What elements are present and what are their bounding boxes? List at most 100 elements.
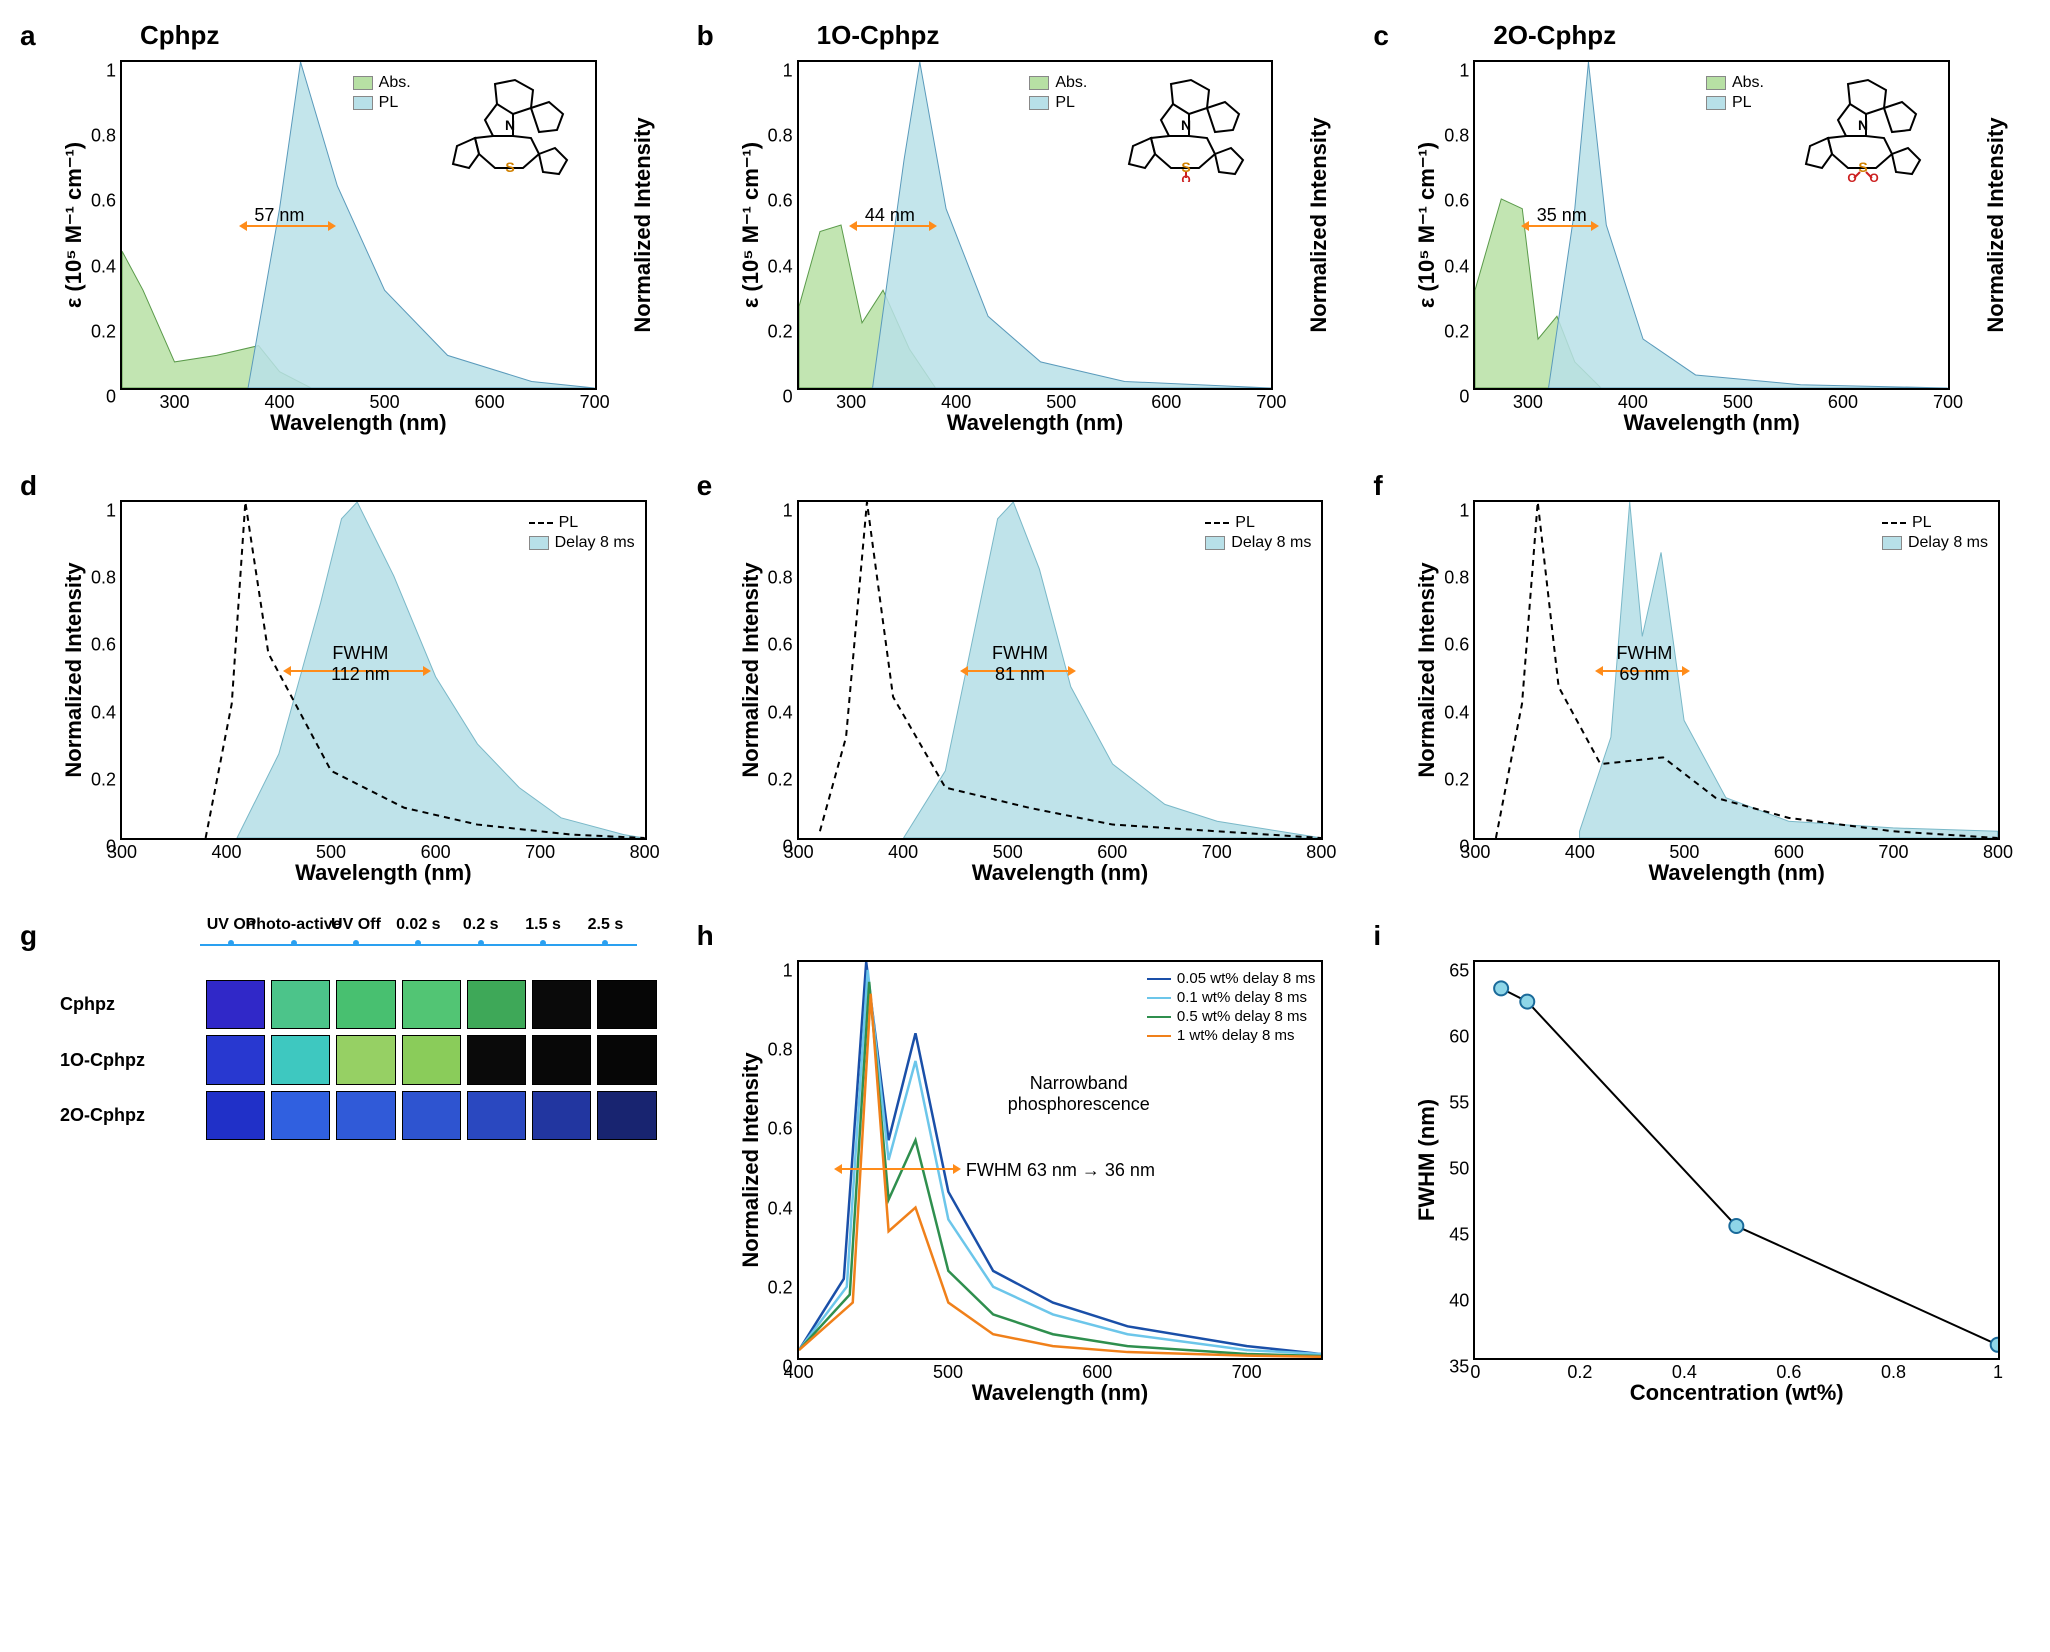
plot-h-annot-narrowband: Narrowbandphosphorescence	[1008, 1073, 1150, 1115]
panel-f-label: f	[1373, 470, 1382, 502]
panel-d-label: d	[20, 470, 37, 502]
plot-e: Normalized Intensity Wavelength (nm) PL …	[797, 500, 1324, 840]
legend-pl-label: PL	[379, 94, 399, 112]
panel-a-title: Cphpz	[140, 20, 219, 51]
plot-c-ylabel-left: ε (10⁵ M⁻¹ cm⁻¹)	[1414, 142, 1440, 308]
pl-swatch	[1029, 96, 1049, 110]
g-timeline: UV OnPhoto-activeUV Off0.02 s0.2 s1.5 s2…	[200, 944, 637, 974]
legend-delay-label: Delay 8 ms	[555, 534, 635, 552]
plot-f: Normalized Intensity Wavelength (nm) PL …	[1473, 500, 2000, 840]
legend-item: Abs.	[1706, 74, 1764, 92]
plot-f-legend: PL Delay 8 ms	[1878, 508, 1992, 558]
legend-pl-label: PL	[1732, 94, 1752, 112]
legend-delay-label: Delay 8 ms	[1231, 534, 1311, 552]
svg-text:N: N	[1858, 117, 1868, 133]
figure-grid: a Cphpz ε (10⁵ M⁻¹ cm⁻¹) Normalized Inte…	[20, 20, 2030, 1440]
svg-text:N: N	[505, 117, 515, 133]
plot-h-ylabel: Normalized Intensity	[738, 1052, 764, 1267]
dash-swatch	[529, 522, 553, 524]
plot-b-ylabel-right: Normalized Intensity	[1306, 117, 1332, 332]
panel-a: a Cphpz ε (10⁵ M⁻¹ cm⁻¹) Normalized Inte…	[20, 20, 677, 460]
panel-b-label: b	[697, 20, 714, 52]
plot-e-fwhm-label: FWHM81 nm	[992, 643, 1048, 685]
plot-h-fwhm-range: FWHM 63 nm → 36 nm	[966, 1160, 1155, 1181]
plot-i-xlabel: Concentration (wt%)	[1630, 1380, 1844, 1406]
plot-a-ylabel-right: Normalized Intensity	[630, 117, 656, 332]
legend-pl-label: PL	[559, 514, 579, 532]
plot-e-xlabel: Wavelength (nm)	[972, 860, 1148, 886]
legend-item: PL	[1029, 94, 1087, 112]
plot-i-ylabel: FWHM (nm)	[1414, 1099, 1440, 1221]
abs-swatch	[353, 76, 373, 90]
legend-abs-label: Abs.	[1055, 74, 1087, 92]
plot-d-ylabel: Normalized Intensity	[61, 562, 87, 777]
legend-item: PL	[353, 94, 411, 112]
dash-swatch	[1205, 522, 1229, 524]
plot-f-xlabel: Wavelength (nm)	[1648, 860, 1824, 886]
panel-g-label: g	[20, 920, 37, 952]
panel-c-title: 2O-Cphpz	[1493, 20, 1616, 51]
plot-h: Normalized Intensity Wavelength (nm) 0.0…	[797, 960, 1324, 1360]
plot-c-xlabel: Wavelength (nm)	[1623, 410, 1799, 436]
plot-a-fwhm-annot: 57 nm	[254, 205, 304, 226]
plot-h-legend: 0.05 wt% delay 8 ms0.1 wt% delay 8 ms0.5…	[1147, 968, 1315, 1046]
panel-c: c 2O-Cphpz ε (10⁵ M⁻¹ cm⁻¹) Normalized I…	[1373, 20, 2030, 460]
plot-c: ε (10⁵ M⁻¹ cm⁻¹) Normalized Intensity Wa…	[1473, 60, 1950, 390]
panel-c-label: c	[1373, 20, 1389, 52]
plot-h-xlabel: Wavelength (nm)	[972, 1380, 1148, 1406]
plot-f-ylabel: Normalized Intensity	[1414, 562, 1440, 777]
plot-a-legend: Abs. PL	[349, 68, 415, 118]
pl-swatch	[1706, 96, 1726, 110]
plot-c-legend: Abs. PL	[1702, 68, 1768, 118]
legend-item: PL	[1706, 94, 1764, 112]
fwhm-arrow	[840, 1168, 955, 1170]
dash-swatch	[1882, 522, 1906, 524]
panel-a-label: a	[20, 20, 36, 52]
panel-e: e Normalized Intensity Wavelength (nm) P…	[697, 470, 1354, 910]
panel-i: i FWHM (nm) Concentration (wt%) 35404550…	[1373, 920, 2030, 1440]
plot-d: Normalized Intensity Wavelength (nm) PL …	[120, 500, 647, 840]
delay-swatch	[529, 536, 549, 550]
plot-a-ylabel-left: ε (10⁵ M⁻¹ cm⁻¹)	[61, 142, 87, 308]
plot-d-fwhm-label: FWHM112 nm	[331, 643, 390, 685]
legend-item: PL	[1882, 514, 1988, 532]
plot-b: ε (10⁵ M⁻¹ cm⁻¹) Normalized Intensity Wa…	[797, 60, 1274, 390]
panel-g: g UV OnPhoto-activeUV Off0.02 s0.2 s1.5 …	[20, 920, 677, 1440]
plot-d-xlabel: Wavelength (nm)	[295, 860, 471, 886]
legend-abs-label: Abs.	[379, 74, 411, 92]
plot-e-ylabel: Normalized Intensity	[738, 562, 764, 777]
svg-text:N: N	[1181, 117, 1191, 133]
delay-swatch	[1205, 536, 1225, 550]
legend-item: PL	[529, 514, 635, 532]
plot-b-fwhm-annot: 44 nm	[865, 205, 915, 226]
legend-pl-label: PL	[1055, 94, 1075, 112]
delay-swatch	[1882, 536, 1902, 550]
plot-b-legend: Abs. PL	[1025, 68, 1091, 118]
panel-h-label: h	[697, 920, 714, 952]
plot-c-ylabel-right: Normalized Intensity	[1983, 117, 2009, 332]
svg-text:S: S	[505, 159, 514, 175]
legend-item: Abs.	[1029, 74, 1087, 92]
plot-i-svg	[1475, 962, 1998, 1358]
pl-swatch	[353, 96, 373, 110]
mol-2o-cphpz-icon: NSOO	[1788, 72, 1938, 182]
plot-d-legend: PL Delay 8 ms	[525, 508, 639, 558]
plot-a: ε (10⁵ M⁻¹ cm⁻¹) Normalized Intensity Wa…	[120, 60, 597, 390]
plot-b-ylabel-left: ε (10⁵ M⁻¹ cm⁻¹)	[738, 142, 764, 308]
plot-a-xlabel: Wavelength (nm)	[270, 410, 446, 436]
g-grid: Cphpz1O-Cphpz2O-Cphpz	[60, 980, 657, 1140]
legend-abs-label: Abs.	[1732, 74, 1764, 92]
legend-delay-label: Delay 8 ms	[1908, 534, 1988, 552]
panel-d: d Normalized Intensity Wavelength (nm) P…	[20, 470, 677, 910]
plot-c-fwhm-annot: 35 nm	[1537, 205, 1587, 226]
abs-swatch	[1029, 76, 1049, 90]
legend-item: Abs.	[353, 74, 411, 92]
legend-item: Delay 8 ms	[529, 534, 635, 552]
legend-item: Delay 8 ms	[1882, 534, 1988, 552]
abs-swatch	[1706, 76, 1726, 90]
g-container: UV OnPhoto-activeUV Off0.02 s0.2 s1.5 s2…	[60, 980, 657, 1140]
plot-f-fwhm-label: FWHM69 nm	[1616, 643, 1672, 685]
panel-i-label: i	[1373, 920, 1381, 952]
legend-item: PL	[1205, 514, 1311, 532]
panel-b-title: 1O-Cphpz	[817, 20, 940, 51]
